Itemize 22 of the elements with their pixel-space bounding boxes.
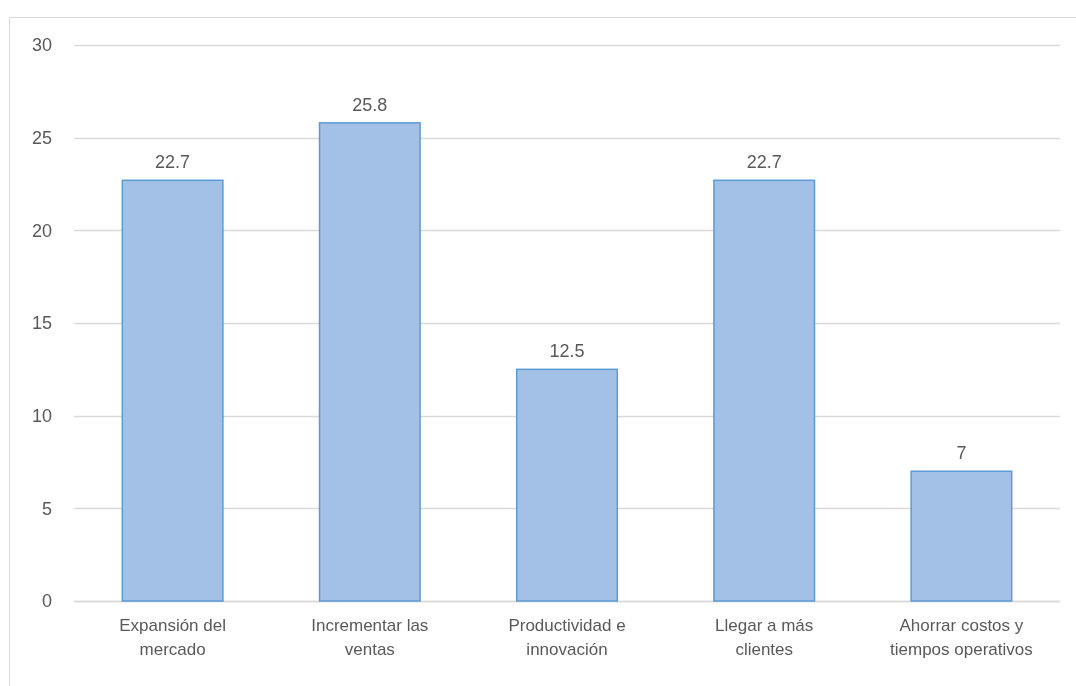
y-tick-label: 10	[31, 405, 52, 426]
data-label: 22.7	[746, 152, 782, 173]
x-tick-label: Incrementar las ventas	[311, 616, 429, 659]
y-tick-label: 0	[41, 591, 52, 612]
bar	[910, 470, 1013, 602]
y-tick-label: 20	[31, 220, 52, 241]
bar	[515, 368, 619, 602]
y-tick-label: 5	[41, 498, 52, 519]
data-label: 25.8	[352, 94, 388, 115]
data-label: 12.5	[549, 341, 585, 362]
bar	[318, 122, 421, 602]
bar	[713, 179, 816, 602]
bar	[121, 179, 224, 602]
x-tick-label: Llegar a más clientes	[715, 616, 814, 659]
data-label: 22.7	[155, 152, 191, 173]
y-tick-label: 15	[31, 313, 52, 334]
x-tick-label: Ahorrar costos y tiempos operativos	[890, 616, 1033, 659]
data-label: 7	[956, 443, 967, 464]
x-tick-label: Productividad e innovación	[508, 616, 626, 659]
y-tick-label: 25	[31, 127, 52, 148]
y-tick-label: 30	[31, 35, 52, 56]
x-tick-label: Expansión del mercado	[119, 616, 227, 659]
